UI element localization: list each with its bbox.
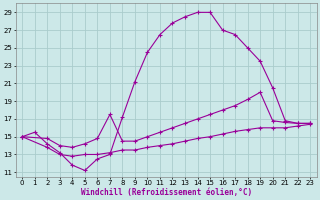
X-axis label: Windchill (Refroidissement éolien,°C): Windchill (Refroidissement éolien,°C) [81,188,252,197]
